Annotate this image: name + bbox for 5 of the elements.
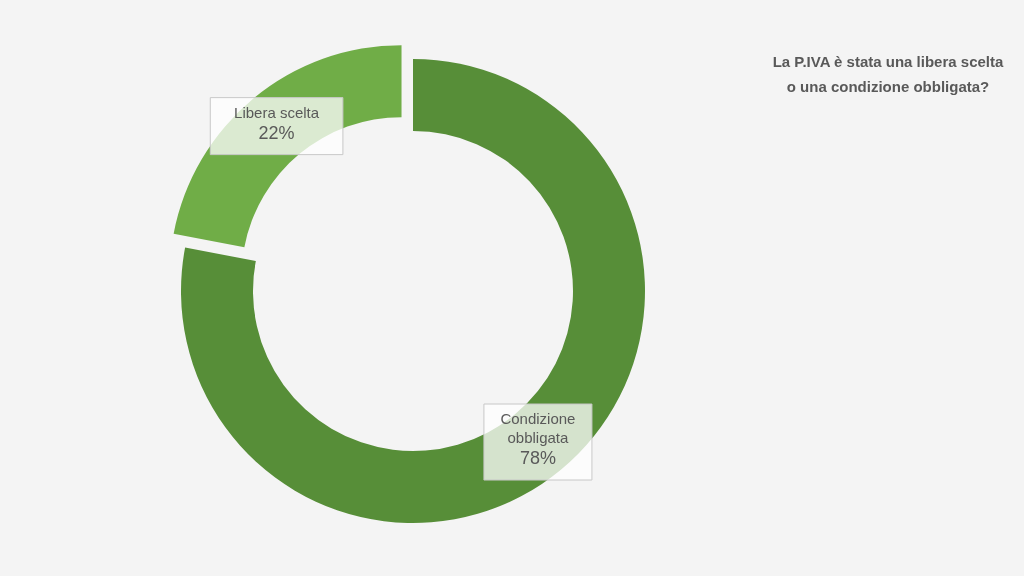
text: La P.IVA è stata una libera scelta o una condizione obbligata? bbox=[772, 53, 1004, 95]
data-label: 78% bbox=[519, 448, 556, 469]
slice-label: Condizione obbligata bbox=[500, 410, 576, 447]
slice-label: Libera scelta bbox=[234, 103, 320, 121]
data-label: 22% bbox=[258, 122, 295, 143]
